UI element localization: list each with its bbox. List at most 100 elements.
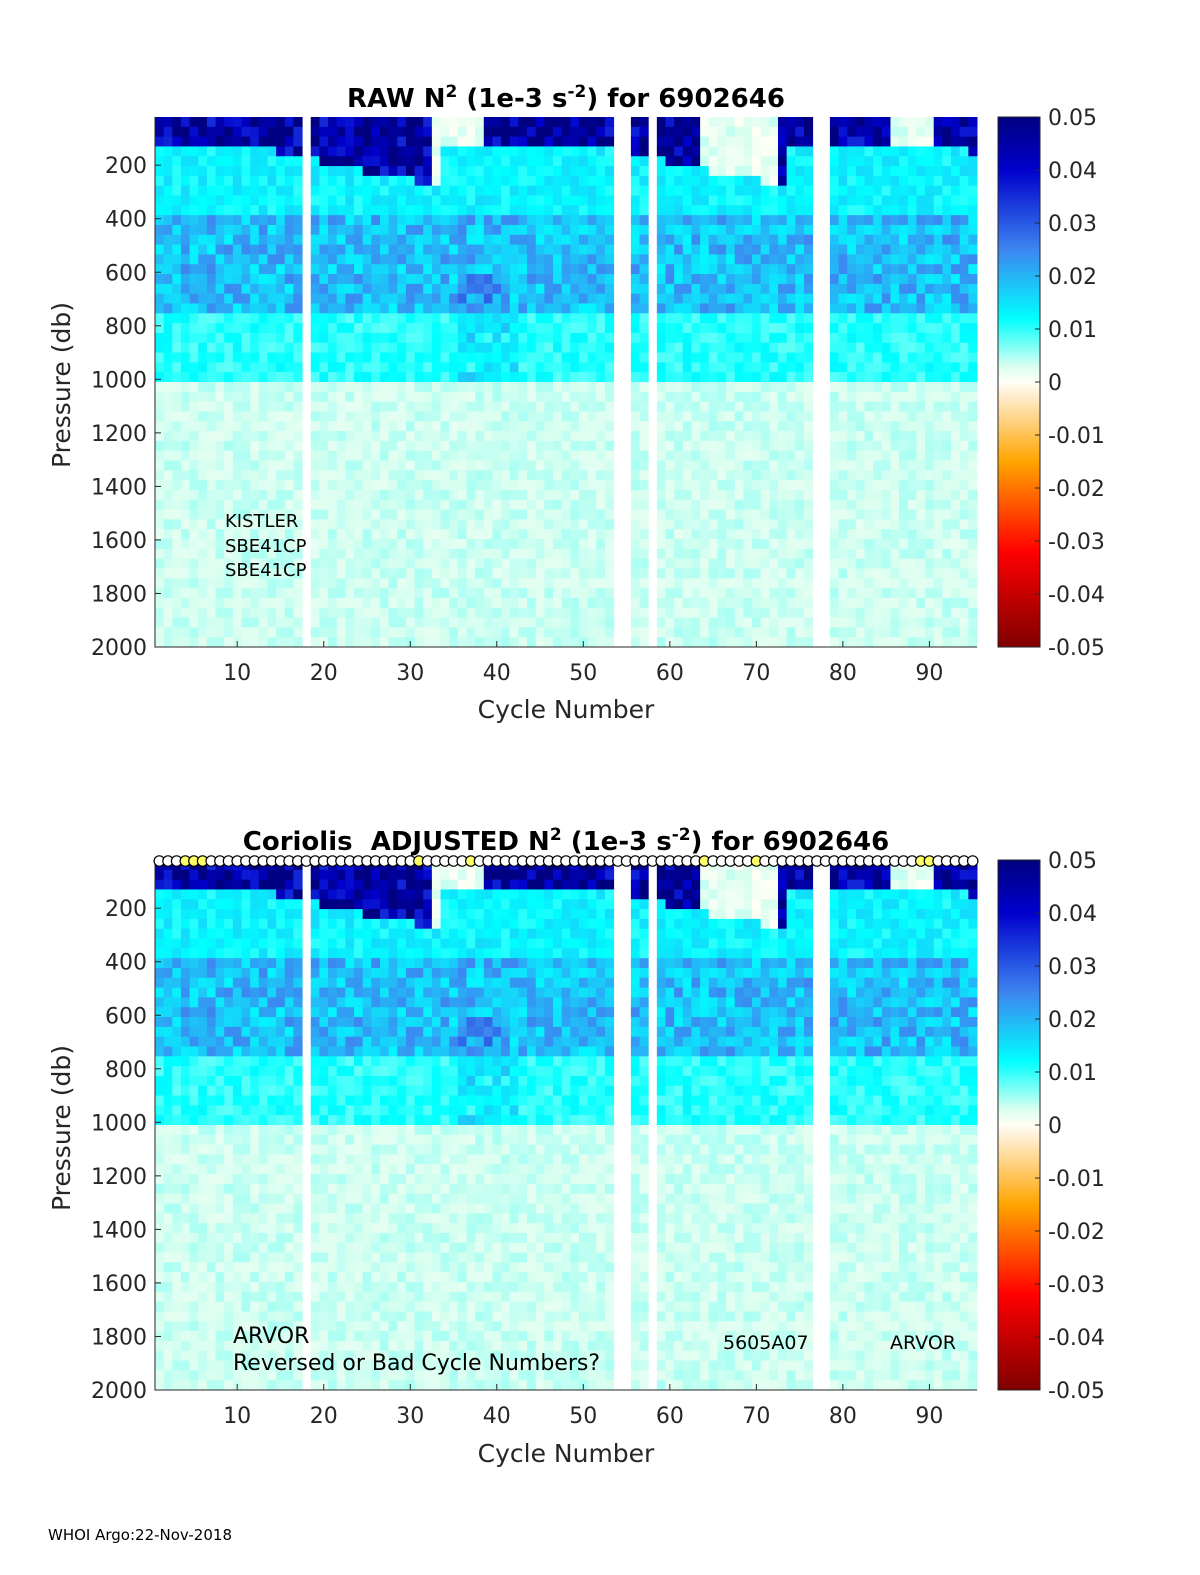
heat-cell: [769, 470, 779, 481]
heat-cell: [587, 539, 597, 550]
heat-cell: [674, 274, 684, 285]
heat-cell: [656, 499, 666, 511]
heat-cell: [873, 509, 883, 520]
heat-cell: [760, 254, 770, 265]
heat-cell: [630, 185, 641, 197]
heat-cell: [717, 254, 727, 265]
heat-cell: [570, 215, 580, 226]
heat-cell: [553, 117, 563, 128]
heat-cell: [328, 597, 338, 609]
heat-cell: [189, 597, 199, 609]
heat-cell: [959, 597, 969, 609]
heat-cell: [475, 588, 485, 599]
heat-cell: [172, 889, 182, 900]
heat-cell: [838, 578, 848, 589]
heat-cell: [371, 440, 381, 452]
heat-cell: [371, 126, 381, 138]
heat-cell: [276, 303, 286, 314]
heat-cell: [873, 431, 883, 442]
heat-cell: [561, 352, 571, 363]
heat-cell: [553, 185, 563, 197]
heat-cell: [258, 224, 268, 236]
heat-cell: [726, 529, 736, 540]
heat-cell: [570, 637, 580, 648]
heat-cell: [743, 313, 753, 324]
heat-cell: [942, 519, 952, 530]
heat-cell: [310, 117, 320, 128]
heat-cell: [345, 401, 355, 412]
heat-cell: [855, 126, 866, 138]
heat-cell: [925, 470, 935, 481]
heat-cell: [501, 607, 511, 619]
heat-cell: [527, 470, 537, 481]
heat-cell: [855, 313, 866, 324]
heat-cell: [726, 568, 736, 579]
heat-cell: [535, 195, 545, 206]
heat-cell: [466, 539, 476, 550]
heat-cell: [656, 411, 666, 422]
heat-cell: [760, 244, 770, 255]
heat-cell: [155, 1075, 165, 1087]
heat-cell: [691, 332, 701, 344]
heat-cell: [630, 627, 641, 638]
heat-cell: [232, 166, 243, 177]
heat-cell: [440, 588, 450, 599]
heat-cell: [838, 519, 848, 530]
heat-cell: [700, 401, 710, 412]
heat-cell: [899, 539, 909, 550]
heat-cell: [604, 126, 615, 138]
heat-cell: [665, 323, 675, 334]
heat-cell: [951, 489, 961, 501]
heat-cell: [700, 293, 710, 304]
heat-cell: [743, 401, 753, 412]
heat-cell: [354, 126, 364, 138]
heat-cell: [258, 254, 268, 265]
heat-cell: [553, 617, 563, 628]
heat-cell: [475, 431, 485, 442]
heat-cell: [847, 372, 857, 383]
heat-cell: [276, 401, 286, 412]
heat-cell: [951, 166, 961, 177]
heat-cell: [466, 224, 476, 236]
heat-cell: [198, 607, 208, 619]
heat-cell: [198, 470, 208, 481]
heat-cell: [795, 205, 805, 216]
heat-cell: [224, 637, 234, 648]
heat-cell: [423, 175, 433, 187]
heat-cell: [838, 539, 848, 550]
heat-cell: [276, 450, 286, 462]
heat-cell: [405, 519, 416, 530]
heat-cell: [553, 489, 563, 501]
heat-cell: [708, 156, 718, 167]
heat-cell: [475, 166, 485, 177]
heat-cell: [449, 637, 459, 648]
heat-cell: [293, 166, 303, 177]
heat-cell: [873, 342, 883, 354]
heat-cell: [951, 215, 961, 226]
heat-cell: [397, 126, 407, 138]
heat-cell: [881, 509, 891, 520]
heat-cell: [276, 274, 286, 285]
heat-cell: [777, 185, 788, 197]
heat-cell: [656, 313, 666, 324]
heat-cell: [544, 509, 554, 520]
heat-cell: [942, 460, 952, 471]
heat-cell: [630, 117, 641, 128]
heat-cell: [457, 244, 467, 255]
heat-cell: [345, 293, 355, 304]
heat-cell: [457, 607, 467, 619]
heat-cell: [362, 332, 372, 344]
heat-cell: [293, 293, 303, 304]
heat-cell: [674, 264, 684, 275]
heat-cell: [155, 313, 165, 324]
heat-cell: [310, 175, 320, 187]
heat-cell: [578, 303, 589, 314]
heat-cell: [604, 529, 615, 540]
heat-cell: [665, 568, 675, 579]
heat-cell: [319, 205, 329, 216]
heat-cell: [674, 283, 684, 295]
heat-cell: [907, 460, 917, 471]
heat-cell: [864, 607, 874, 619]
heat-cell: [726, 440, 736, 452]
heat-cell: [682, 568, 692, 579]
